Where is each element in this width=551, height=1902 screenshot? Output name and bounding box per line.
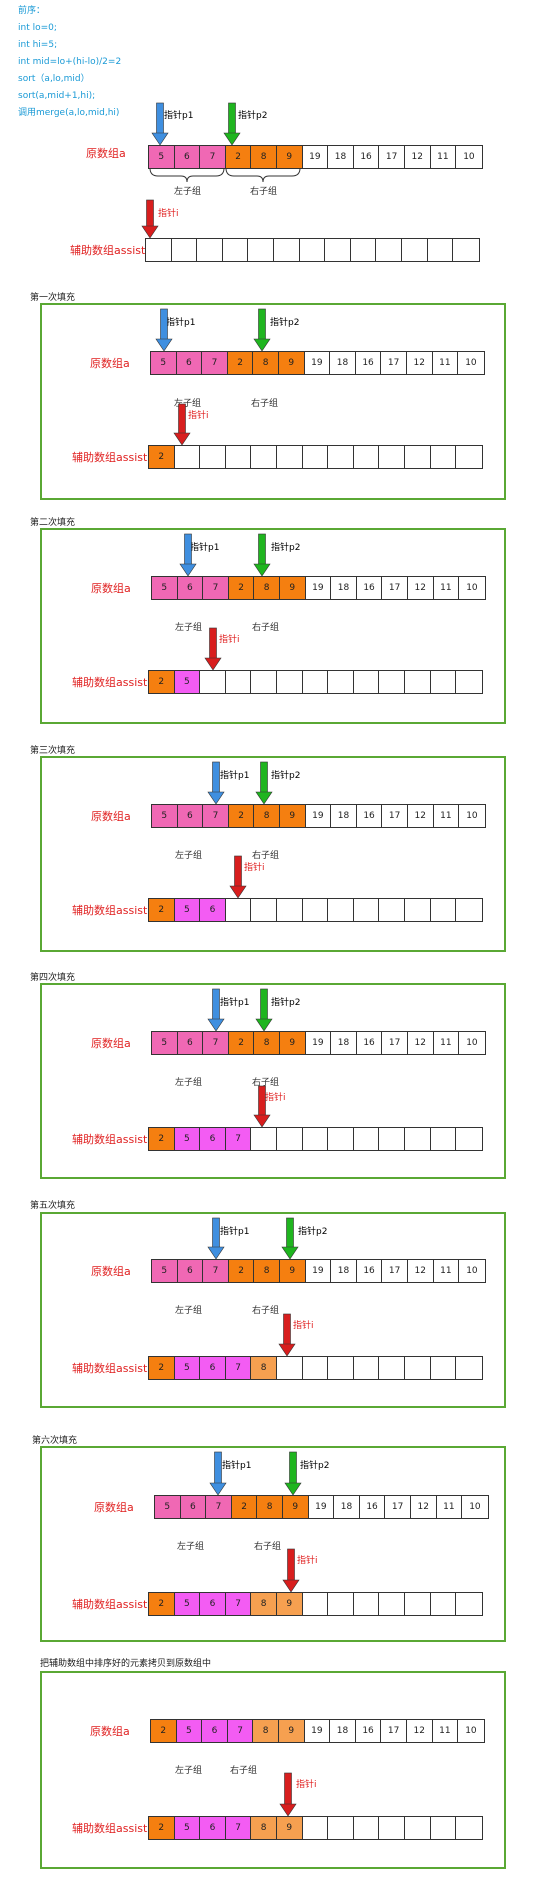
pointer-p2-arrow <box>256 989 272 1031</box>
pointer-p2-arrow <box>254 309 270 351</box>
pointer-i-arrow <box>230 856 246 898</box>
pointer-p1-arrow <box>208 989 224 1031</box>
pointer-i-arrow <box>280 1773 296 1816</box>
pointer-i-arrow <box>283 1549 299 1592</box>
pointer-i-arrow <box>205 628 221 670</box>
pointer-p2-arrow <box>254 534 270 576</box>
pointer-i-arrow <box>279 1314 295 1356</box>
right-group-brace <box>226 168 300 182</box>
pointer-p2-arrow <box>285 1452 301 1495</box>
pointer-i-arrow <box>142 200 158 238</box>
pointer-p1-arrow <box>210 1452 226 1495</box>
pointer-p1-arrow <box>152 103 168 145</box>
pointer-p1-arrow <box>208 762 224 804</box>
pointer-p2-arrow <box>282 1218 298 1259</box>
pointer-p2-arrow <box>224 103 240 145</box>
pointer-p1-arrow <box>208 1218 224 1259</box>
pointer-p2-arrow <box>256 762 272 804</box>
pointer-i-arrow <box>254 1086 270 1127</box>
left-group-brace <box>150 168 224 182</box>
pointer-i-arrow <box>174 404 190 445</box>
pointer-p1-arrow <box>180 534 196 576</box>
pointer-p1-arrow <box>156 309 172 351</box>
